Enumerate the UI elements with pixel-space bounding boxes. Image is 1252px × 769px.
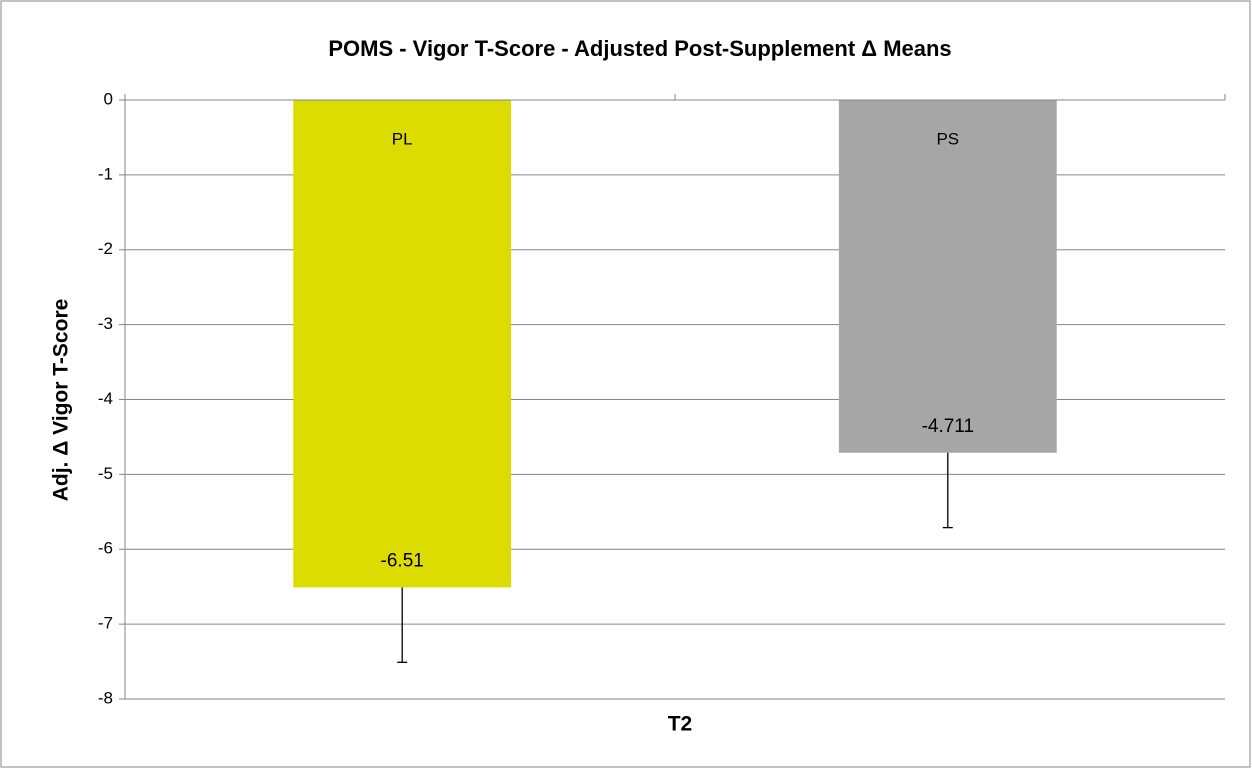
y-tick-label: 0	[104, 89, 113, 108]
y-tick-label: -5	[98, 464, 113, 483]
y-tick-label: -6	[98, 539, 113, 558]
y-tick-label: -3	[98, 314, 113, 333]
y-tick-label: -1	[98, 164, 113, 183]
series-label: PL	[392, 129, 413, 148]
y-axis-label: Adj. Δ Vigor T-Score	[50, 299, 73, 502]
x-axis-label: T2	[668, 713, 693, 736]
y-tick-label: -4	[98, 389, 113, 408]
y-tick-label: -7	[98, 614, 113, 633]
data-label: -4.711	[922, 416, 974, 437]
y-tick-label: -8	[98, 688, 113, 707]
y-tick-label: -2	[98, 239, 113, 258]
series-label: PS	[936, 129, 959, 148]
bar	[293, 100, 512, 588]
chart-title: POMS - Vigor T-Score - Adjusted Post-Sup…	[328, 36, 951, 61]
bar	[838, 100, 1057, 453]
data-label: -6.51	[381, 550, 424, 571]
